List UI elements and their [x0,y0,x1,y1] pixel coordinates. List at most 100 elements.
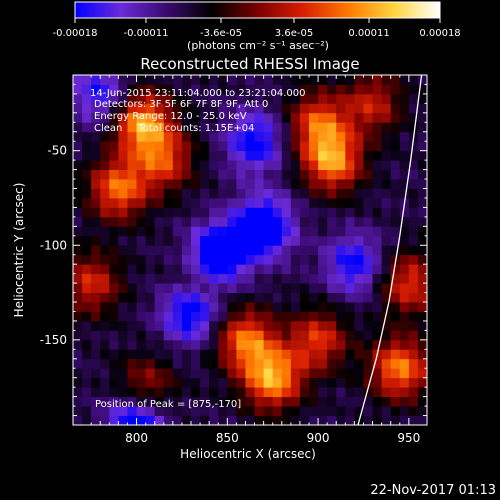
heatmap-cell [299,320,310,331]
heatmap-cell [263,349,274,360]
heatmap-cell [327,302,337,312]
heatmap-cell [73,103,83,114]
heatmap-cell [281,368,292,379]
heatmap-cell [245,358,255,369]
heatmap-cell [372,93,383,104]
heatmap-cell [281,131,292,142]
heatmap-cell [73,235,83,246]
heatmap-cell [372,188,383,199]
heatmap-cell [290,216,301,227]
heatmap-cell [354,283,364,293]
heatmap-cell [372,254,383,265]
heatmap-cell [73,302,83,312]
heatmap-cell [327,188,337,199]
heatmap-cell [154,122,165,133]
heatmap-cell [200,292,210,303]
heatmap-cell [372,160,383,170]
heatmap-cell [372,235,383,246]
heatmap-cell [109,169,119,180]
heatmap-cell [136,245,147,256]
heatmap-cell [263,358,274,369]
heatmap-cell [145,197,156,208]
heatmap-cell [354,188,364,199]
heatmap-cell [417,387,427,398]
heatmap-cell [82,330,92,341]
heatmap-cell [91,339,101,350]
heatmap-cell [109,179,119,189]
heatmap-cell [363,311,373,322]
heatmap-cell [218,387,228,398]
heatmap-cell [218,103,228,114]
heatmap-cell [309,245,319,256]
heatmap-cell [299,245,310,256]
heatmap-cell [345,358,355,369]
heatmap-cell [172,131,183,142]
heatmap-cell [145,169,156,180]
heatmap-cell [236,339,246,350]
heatmap-cell [163,226,174,237]
heatmap-cell [381,235,392,246]
heatmap-cell [82,396,92,407]
heatmap-cell [318,320,328,331]
heatmap-cell [417,141,427,152]
heatmap-cell [218,368,228,379]
heatmap-cell [109,122,119,133]
heatmap-cell [399,264,410,275]
heatmap-cell [327,141,337,152]
heatmap-cell [336,377,346,388]
heatmap-cell [127,406,137,416]
heatmap-cell [181,207,192,218]
heatmap-cell [172,93,183,104]
heatmap-cell [172,320,183,331]
heatmap-cell [345,283,355,293]
heatmap-cell [245,179,255,189]
heatmap-cell [272,226,283,237]
heatmap-cell [163,264,174,275]
heatmap-cell [390,207,401,218]
heatmap-cell [299,93,310,104]
heatmap-cell [372,273,383,284]
heatmap-cell [408,387,419,398]
heatmap-cell [263,387,274,398]
heatmap-cell [127,122,137,133]
heatmap-cell [109,406,119,416]
heatmap-cell [109,226,119,237]
heatmap-cell [91,179,101,189]
heatmap-cell [172,188,183,199]
heatmap-cell [263,235,274,246]
heatmap-cell [381,160,392,170]
heatmap-cell [136,197,147,208]
heatmap-cell [345,188,355,199]
heatmap-cell [73,197,83,208]
heatmap-cell [318,245,328,256]
heatmap-cell [309,406,319,416]
heatmap-cell [118,75,128,85]
heatmap-cell [236,226,246,237]
heatmap-cell [73,169,83,180]
heatmap-cell [381,112,392,123]
heatmap-cell [390,339,401,350]
heatmap-cell [263,75,274,85]
heatmap-cell [263,283,274,293]
heatmap-cell [127,216,137,227]
heatmap-cell [154,254,165,265]
heatmap-cell [218,141,228,152]
heatmap-cell [417,112,427,123]
heatmap-cell [245,377,255,388]
heatmap-cell [73,207,83,218]
heatmap-cell [254,169,265,180]
heatmap-cell [345,377,355,388]
annotation-detectors: Detectors: 3F 5F 6F 7F 8F 9F, Att 0 [94,99,268,110]
heatmap-cell [290,320,301,331]
heatmap-cell [100,302,110,312]
heatmap-cell [281,406,292,416]
heatmap-cell [327,75,337,85]
heatmap-cell [363,396,373,407]
heatmap-cell [209,330,219,341]
heatmap-cell [227,311,237,322]
heatmap-cell [272,292,283,303]
heatmap-cell [109,302,119,312]
heatmap-cell [172,207,183,218]
heatmap-cell [381,377,392,388]
heatmap-cell [236,311,246,322]
